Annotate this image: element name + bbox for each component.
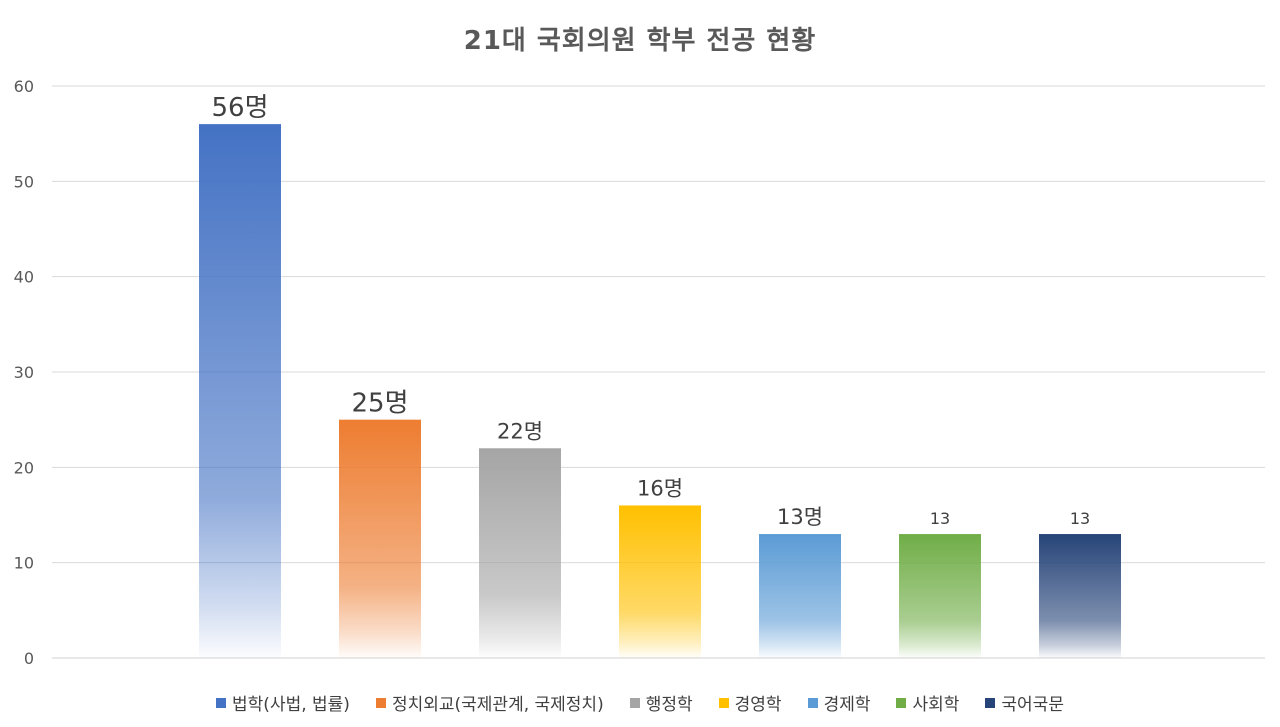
legend-swatch: [718, 697, 729, 708]
data-label: 56명: [211, 93, 268, 123]
bar: [199, 124, 281, 659]
data-label: 25명: [351, 389, 408, 419]
y-tick-label: 30: [14, 363, 34, 382]
legend-item: 정치외교(국제관계, 국제정치): [375, 690, 604, 715]
legend-item: 사회학: [896, 690, 959, 715]
bar: [479, 448, 561, 658]
data-label: 16명: [637, 476, 683, 500]
legend-label: 사회학: [912, 695, 960, 715]
bar: [1039, 534, 1121, 658]
legend-swatch: [896, 697, 907, 708]
legend-item: 행정학: [629, 690, 693, 715]
y-tick-label: 50: [14, 172, 34, 191]
y-tick-label: 40: [14, 268, 34, 287]
legend-item: 경영학: [718, 690, 782, 715]
legend-label: 행정학: [645, 695, 693, 715]
legend-label: 국어국문: [1001, 695, 1064, 715]
legend-label: 정치외교(국제관계, 국제정치): [391, 695, 604, 715]
legend-item: 국어국문: [985, 690, 1064, 715]
bar: [899, 534, 981, 658]
data-label: 13: [930, 509, 950, 528]
bar: [759, 534, 841, 658]
legend-label: 경제학: [823, 695, 871, 715]
y-tick-label: 20: [14, 458, 34, 477]
chart-legend: 법학(사법, 법률) 정치외교(국제관계, 국제정치) 행정학 경영학 경제학 사회학 국어…: [0, 690, 1280, 715]
legend-item: 법학(사법, 법률): [216, 690, 350, 715]
legend-swatch: [807, 697, 818, 708]
bar: [339, 419, 421, 658]
legend-label: 경영학: [734, 695, 782, 715]
y-tick-label: 0: [24, 649, 34, 668]
y-tick-label: 60: [14, 77, 34, 96]
bar: [619, 505, 701, 658]
data-label: 22명: [497, 419, 543, 443]
legend-swatch: [629, 697, 640, 708]
chart-title: 21대 국회의원 학부 전공 현황: [463, 26, 817, 56]
legend-swatch: [216, 697, 227, 708]
data-label: 13: [1070, 509, 1090, 528]
y-tick-label: 10: [14, 554, 34, 573]
legend-swatch: [375, 697, 386, 708]
data-label: 13명: [777, 505, 823, 529]
legend-item: 경제학: [807, 690, 871, 715]
legend-swatch: [985, 697, 996, 708]
legend-label: 법학(사법, 법률): [232, 695, 350, 715]
